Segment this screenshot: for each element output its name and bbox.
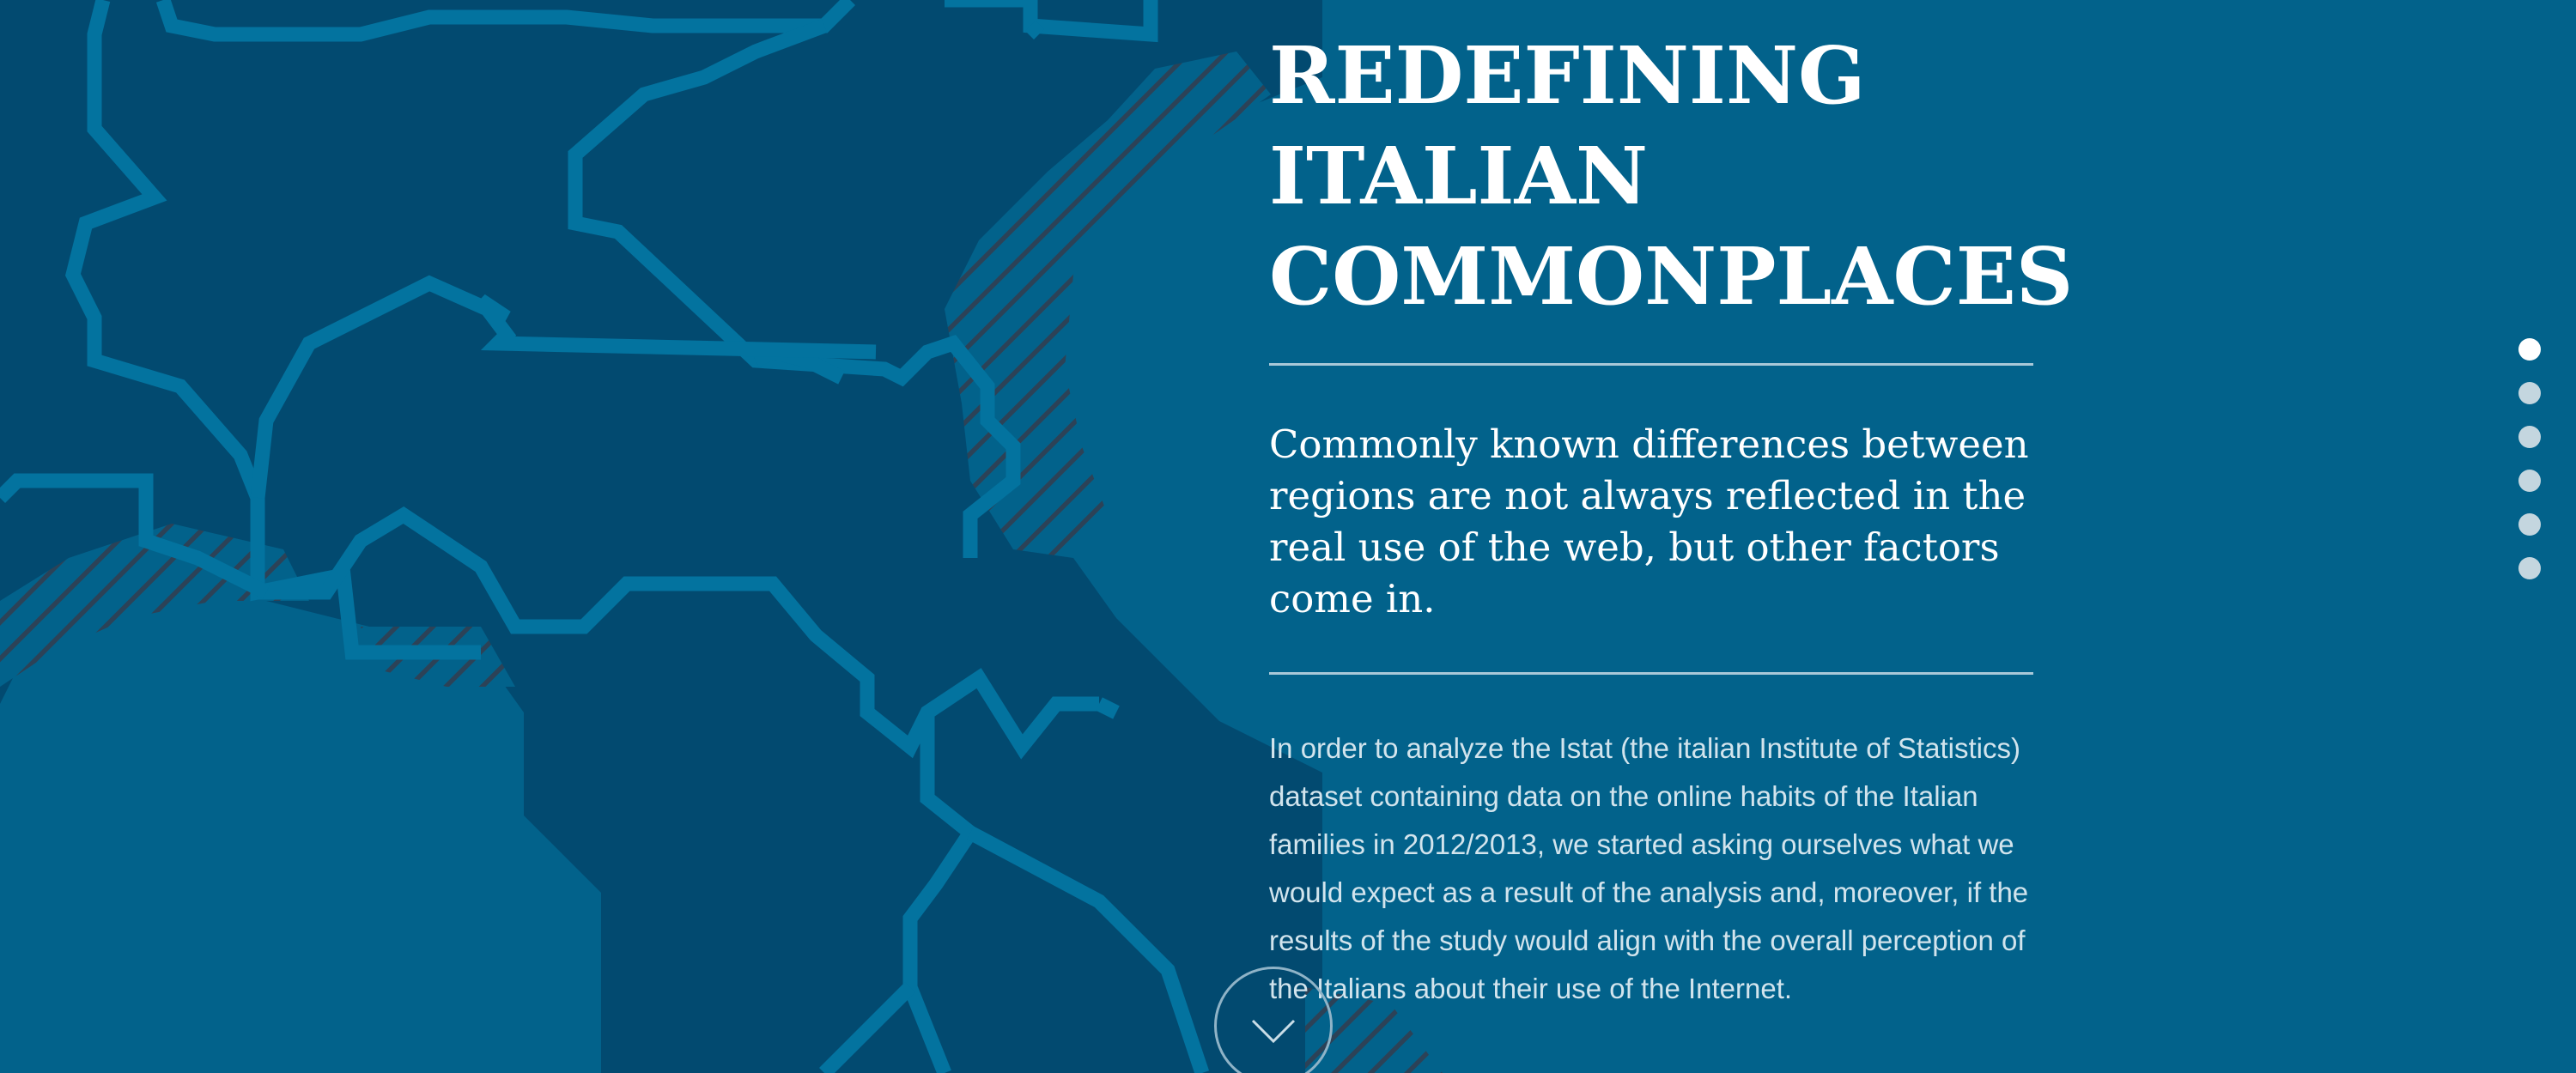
map-hatch-adriatic <box>945 52 1271 558</box>
subtitle-divider <box>1269 672 2033 675</box>
chevron-down-icon <box>1251 1019 1296 1044</box>
scroll-down-button[interactable] <box>1214 967 1333 1073</box>
title-divider <box>1269 363 2033 366</box>
hero-subtitle: Commonly known differences between regio… <box>1269 421 2029 621</box>
pager-dot-3[interactable] <box>2518 426 2541 448</box>
page-title: REDEFINING ITALIAN COMMONPLACES <box>1269 29 2074 323</box>
section-pager <box>2518 338 2543 601</box>
pager-dot-2[interactable] <box>2518 382 2541 404</box>
pager-dot-1[interactable] <box>2518 338 2541 361</box>
hero-content: REDEFINING ITALIAN COMMONPLACES Commonly… <box>1269 26 2074 1013</box>
map-region-borders <box>0 0 1210 1073</box>
hero-body-text: In order to analyze the Istat (the itali… <box>1269 732 2029 1004</box>
map-sea-east <box>1030 77 1322 773</box>
pager-dot-4[interactable] <box>2518 470 2541 492</box>
pager-dot-6[interactable] <box>2518 557 2541 579</box>
map-hatch-ionian <box>1305 987 1443 1073</box>
pager-dot-5[interactable] <box>2518 513 2541 536</box>
map-hatch-tyrrhenian <box>0 524 309 687</box>
